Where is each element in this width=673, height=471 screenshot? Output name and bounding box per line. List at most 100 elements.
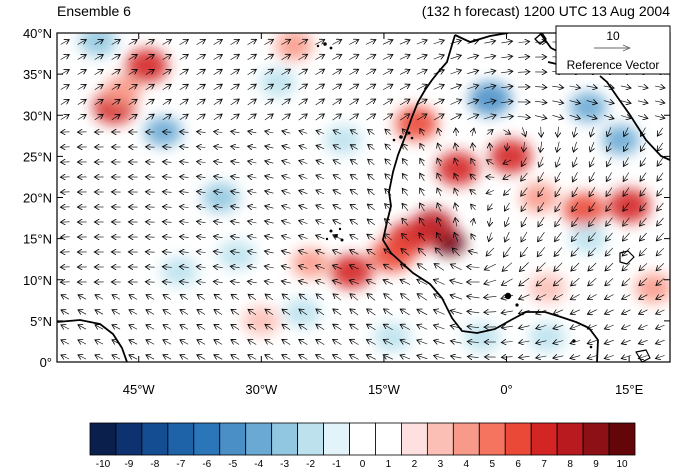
- wind-arrow: [264, 69, 274, 76]
- wind-arrow: [553, 310, 564, 314]
- wind-arrow: [333, 309, 342, 316]
- wind-arrow: [420, 188, 425, 197]
- wind-arrow: [401, 294, 410, 301]
- wind-arrow: [77, 99, 86, 105]
- wind-arrow: [162, 69, 172, 75]
- wind-arrow: [94, 99, 103, 105]
- wind-arrow: [179, 84, 189, 90]
- wind-arrow: [179, 282, 189, 283]
- wind-arrow: [517, 117, 531, 118]
- wind-arrow: [518, 326, 530, 329]
- wind-arrow: [180, 310, 189, 315]
- wind-arrow: [434, 356, 445, 359]
- wind-arrow: [129, 355, 138, 359]
- wind-arrow: [367, 249, 376, 255]
- wind-arrow: [282, 339, 291, 345]
- wind-arrow: [656, 278, 665, 286]
- wind-arrow: [230, 281, 240, 282]
- wind-arrow: [316, 355, 325, 360]
- wind-arrow: [95, 295, 104, 300]
- wind-arrow: [490, 143, 491, 152]
- wind-arrow: [197, 355, 206, 360]
- wind-arrow: [333, 355, 342, 360]
- wind-arrow: [368, 159, 375, 166]
- colorbar-swatch: [375, 422, 402, 456]
- wind-arrow: [366, 69, 376, 75]
- wind-arrow: [315, 84, 325, 91]
- wind-arrow: [536, 277, 546, 286]
- wind-arrow: [230, 236, 240, 238]
- wind-arrow: [437, 218, 441, 227]
- wind-arrow: [248, 161, 257, 163]
- wind-arrow: [366, 265, 376, 270]
- wind-arrow: [180, 177, 189, 178]
- wind-arrow: [315, 281, 325, 284]
- wind-arrow: [521, 187, 528, 196]
- wind-arrow: [640, 172, 647, 182]
- anomaly-center: [201, 182, 240, 213]
- wind-arrow: [606, 202, 613, 212]
- wind-arrow: [349, 69, 358, 75]
- wind-arrow: [504, 202, 510, 211]
- wind-arrow: [162, 177, 172, 178]
- wind-arrow: [230, 69, 240, 75]
- wind-arrow: [569, 101, 581, 104]
- wind-arrow: [264, 114, 273, 121]
- wind-arrow: [213, 206, 223, 207]
- wind-arrow: [366, 84, 375, 91]
- wind-arrow: [196, 221, 206, 222]
- wind-arrow: [603, 115, 614, 118]
- wind-arrow: [298, 54, 307, 60]
- wind-arrow: [399, 99, 410, 106]
- wind-arrow: [247, 236, 257, 238]
- wind-arrow: [417, 279, 428, 285]
- wind-arrow: [450, 310, 462, 313]
- wind-arrow: [231, 340, 240, 345]
- wind-arrow: [197, 147, 206, 148]
- wind-arrow: [437, 203, 441, 212]
- wind-arrow: [95, 325, 104, 329]
- wind-arrow: [450, 55, 462, 59]
- wind-arrow: [586, 86, 598, 88]
- wind-arrow: [571, 262, 580, 271]
- anomaly-center: [242, 305, 281, 336]
- wind-arrow: [572, 202, 579, 211]
- anomaly-center: [602, 124, 640, 155]
- wind-arrow: [248, 206, 257, 208]
- wind-arrow: [333, 324, 342, 331]
- wind-arrow: [112, 310, 121, 315]
- wind-arrow: [434, 310, 445, 315]
- colorbar-label: -3: [280, 459, 289, 470]
- wind-arrow: [450, 264, 462, 271]
- wind-arrow: [483, 100, 496, 103]
- wind-arrow: [299, 175, 308, 178]
- wind-arrow: [299, 205, 308, 208]
- wind-arrow: [571, 232, 579, 242]
- wind-arrow: [213, 236, 223, 237]
- wind-arrow: [555, 202, 562, 212]
- wind-arrow: [247, 281, 257, 283]
- wind-arrow: [384, 294, 393, 301]
- anomaly-center: [283, 297, 321, 328]
- wind-arrow: [400, 324, 411, 330]
- wind-arrow: [639, 295, 648, 300]
- colorbar-label: -6: [202, 459, 211, 470]
- wind-arrow: [247, 266, 257, 268]
- wind-arrow: [622, 232, 630, 241]
- wind-arrow: [452, 248, 461, 257]
- wind-arrow: [657, 202, 664, 211]
- wind-arrow: [572, 217, 579, 226]
- wind-arrow: [384, 249, 393, 256]
- wind-arrow: [572, 187, 579, 197]
- wind-arrow: [60, 85, 69, 90]
- wind-arrow: [450, 295, 463, 300]
- lon-tick-label: 15°E: [615, 382, 644, 397]
- wind-arrow: [607, 157, 612, 166]
- wind-arrow: [433, 85, 445, 90]
- wind-arrow: [536, 325, 547, 328]
- colorbar-swatch: [478, 422, 506, 456]
- wind-arrow: [111, 55, 121, 60]
- wind-arrow: [349, 99, 358, 106]
- wind-arrow: [315, 114, 325, 121]
